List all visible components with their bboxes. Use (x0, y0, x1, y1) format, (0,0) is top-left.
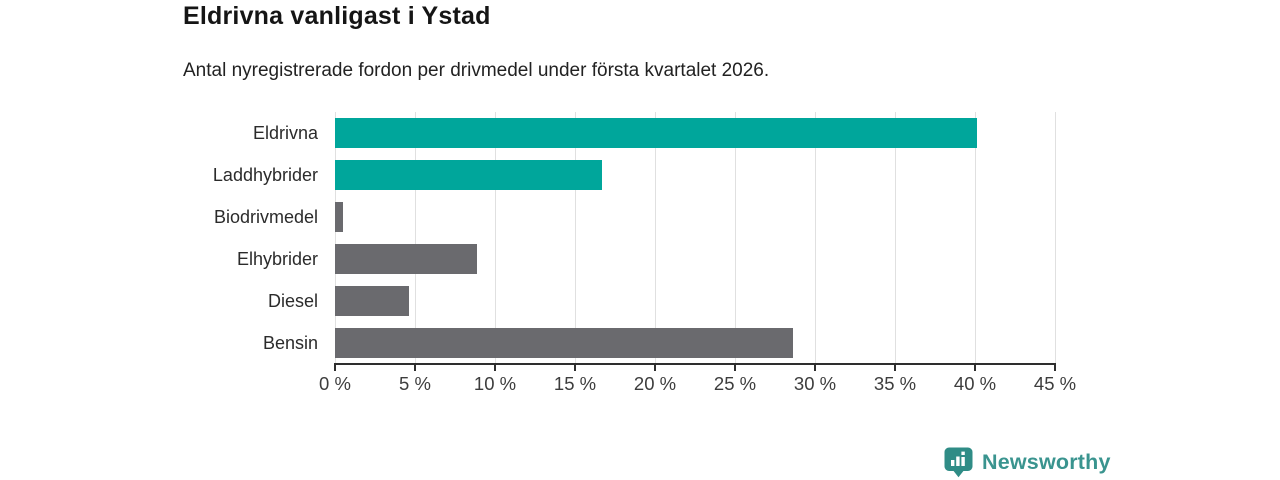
bar-biodrivmedel (335, 202, 343, 232)
gridline-10 (494, 112, 496, 364)
gridline-15 (574, 112, 576, 364)
category-label-diesel: Diesel (267, 291, 318, 311)
bar-elhybrider (335, 244, 478, 274)
category-label-bensin: Bensin (262, 333, 318, 353)
x-tick-label-35: 35 % (873, 373, 917, 394)
bar-chart-plot-area (334, 112, 1056, 364)
category-label-eldrivna: Eldrivna (252, 123, 318, 143)
x-tick-label-40: 40 % (953, 373, 997, 394)
chart-subtitle: Antal nyregistrerade fordon per drivmede… (183, 60, 770, 81)
bar-laddhybrider (335, 160, 603, 190)
x-tick-40 (974, 365, 976, 371)
x-tick-15 (574, 365, 576, 371)
x-tick-label-15: 15 % (553, 373, 597, 394)
chart-title: Eldrivna vanligast i Ystad (183, 2, 491, 30)
x-tick-0 (334, 365, 336, 371)
x-tick-label-20: 20 % (633, 373, 677, 394)
x-tick-label-25: 25 % (713, 373, 757, 394)
category-label-elhybrider: Elhybrider (236, 249, 318, 269)
x-tick-35 (894, 365, 896, 371)
category-label-laddhybrider: Laddhybrider (212, 165, 318, 185)
gridline-40 (974, 112, 976, 364)
x-tick-label-45: 45 % (1033, 373, 1077, 394)
x-tick-30 (814, 365, 816, 371)
gridline-20 (654, 112, 656, 364)
bar-bensin (335, 328, 793, 358)
x-tick-label-0: 0 % (319, 373, 351, 394)
gridline-30 (814, 112, 816, 364)
gridline-25 (734, 112, 736, 364)
x-tick-5 (414, 365, 416, 371)
x-tick-25 (734, 365, 736, 371)
category-label-biodrivmedel: Biodrivmedel (213, 207, 318, 227)
x-tick-10 (494, 365, 496, 371)
x-axis-line (334, 363, 1056, 365)
x-tick-label-10: 10 % (473, 373, 517, 394)
newsworthy-pin-barchart-icon (944, 447, 973, 478)
x-tick-45 (1054, 365, 1056, 371)
gridline-0 (334, 112, 336, 364)
x-tick-20 (654, 365, 656, 371)
gridline-5 (414, 112, 416, 364)
x-tick-label-5: 5 % (399, 373, 431, 394)
newsworthy-logo-text: Newsworthy (982, 450, 1111, 474)
bar-eldrivna (335, 118, 977, 148)
bar-diesel (335, 286, 409, 316)
x-tick-label-30: 30 % (793, 373, 837, 394)
gridline-35 (894, 112, 896, 364)
gridline-45 (1054, 112, 1056, 364)
newsworthy-logo: Newsworthy (944, 447, 1111, 478)
